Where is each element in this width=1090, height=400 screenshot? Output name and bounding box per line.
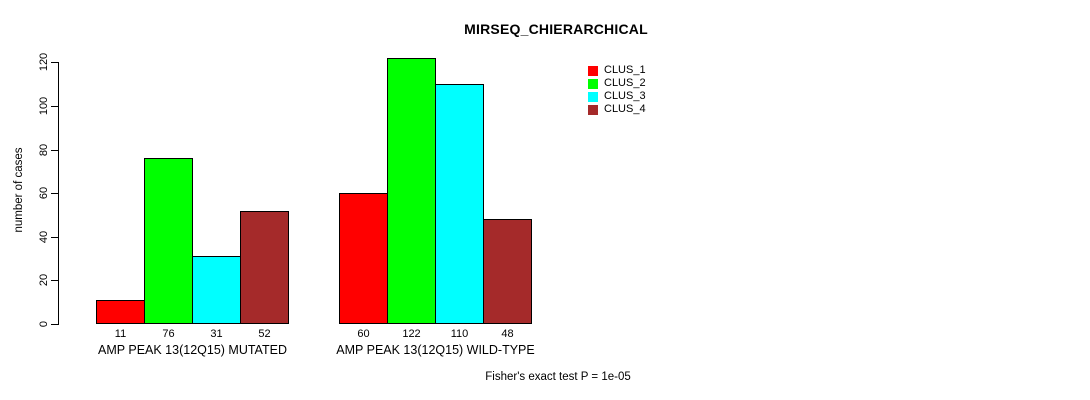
y-tick-label: 20	[38, 273, 50, 287]
y-tick-label: 0	[38, 320, 50, 328]
y-tick-label: 80	[38, 143, 50, 157]
bar-value-label: 52	[258, 328, 271, 340]
bar-value-label: 60	[357, 328, 370, 340]
bar-value-label: 76	[162, 328, 175, 340]
y-tick-mark	[51, 193, 58, 194]
bar-clus_4-group1	[240, 211, 289, 324]
y-tick-mark	[51, 324, 58, 325]
bar-clus_2-group2	[387, 58, 436, 324]
legend-item: CLUS_1	[588, 64, 646, 77]
legend-swatch-clus_1	[588, 65, 598, 76]
legend-swatch-clus_2	[588, 78, 598, 89]
bar-value-label: 110	[450, 328, 469, 340]
bar-clus_3-group1	[192, 256, 241, 324]
annotation-fisher-test: Fisher's exact test P = 1e-05	[485, 371, 631, 383]
y-tick-label: 40	[38, 230, 50, 244]
legend-label: CLUS_1	[604, 64, 646, 76]
legend-item: CLUS_3	[588, 90, 646, 103]
bar-value-label: 122	[402, 328, 421, 340]
legend-label: CLUS_2	[604, 77, 646, 89]
y-tick-mark	[51, 280, 58, 281]
y-tick-label: 100	[38, 96, 50, 116]
y-axis-line	[58, 62, 59, 325]
legend-swatch-clus_3	[588, 91, 598, 102]
bar-value-label: 31	[210, 328, 223, 340]
bar-clus_1-group2	[339, 193, 388, 324]
legend: CLUS_1 CLUS_2 CLUS_3 CLUS_4	[588, 64, 646, 116]
bar-value-label: 48	[501, 328, 514, 340]
legend-swatch-clus_4	[588, 104, 598, 115]
y-tick-mark	[51, 237, 58, 238]
bar-clus_1-group1	[96, 300, 145, 324]
legend-label: CLUS_4	[604, 103, 646, 115]
y-tick-mark	[51, 62, 58, 63]
x-category-label: AMP PEAK 13(12Q15) WILD-TYPE	[336, 343, 535, 357]
y-tick-label: 120	[38, 52, 50, 72]
bar-clus_2-group1	[144, 158, 193, 324]
legend-label: CLUS_3	[604, 90, 646, 102]
bar-value-label: 11	[114, 328, 127, 340]
bar-clus_3-group2	[435, 84, 484, 324]
legend-item: CLUS_4	[588, 103, 646, 116]
chart-title: MIRSEQ_CHIERARCHICAL	[464, 21, 648, 37]
y-tick-mark	[51, 150, 58, 151]
y-tick-label: 60	[38, 186, 50, 200]
bar-clus_4-group2	[483, 219, 532, 324]
legend-item: CLUS_2	[588, 77, 646, 90]
y-tick-mark	[51, 106, 58, 107]
x-category-label: AMP PEAK 13(12Q15) MUTATED	[98, 343, 287, 357]
y-axis-label: number of cases	[13, 147, 25, 233]
